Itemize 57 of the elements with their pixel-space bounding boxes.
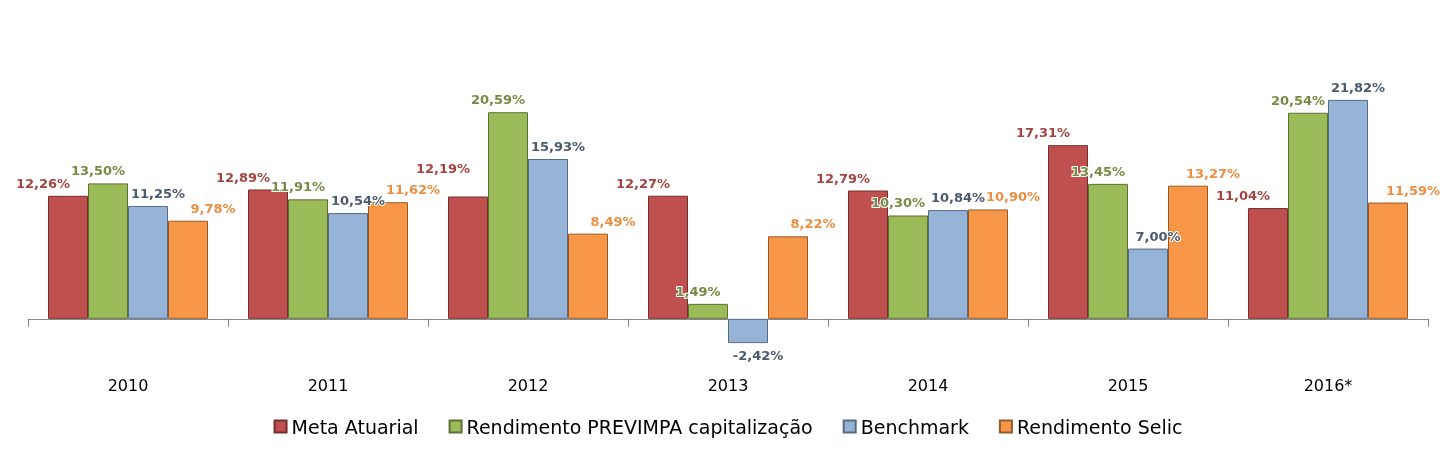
bar <box>768 236 808 319</box>
bar <box>1288 112 1328 319</box>
data-label: 20,59% <box>470 92 526 108</box>
bar <box>928 210 968 319</box>
data-label: 12,19% <box>415 160 471 176</box>
bar <box>1088 183 1128 319</box>
legend-label: Rendimento PREVIMPA capitalização <box>466 415 813 438</box>
bar <box>568 233 608 319</box>
data-label: 10,54% <box>330 193 386 209</box>
legend-label: Rendimento Selic <box>1016 415 1183 438</box>
bar <box>288 199 328 319</box>
bar <box>528 159 568 319</box>
x-tick-label: 2016* <box>1303 375 1353 395</box>
x-tick-label: 2010 <box>107 375 149 395</box>
data-label: 12,27% <box>615 175 671 191</box>
data-label: 13,50% <box>70 163 126 179</box>
data-label: 9,78% <box>190 200 236 216</box>
data-label: 11,91% <box>270 179 326 195</box>
bar <box>888 215 928 319</box>
data-label: 12,89% <box>215 169 271 185</box>
bar <box>1128 248 1168 319</box>
data-label: 20,54% <box>1270 92 1326 108</box>
data-label: 11,25% <box>130 185 186 201</box>
data-label: 13,27% <box>1185 165 1241 181</box>
x-tick-label: 2013 <box>707 375 749 395</box>
x-tick-label: 2011 <box>307 375 349 395</box>
data-label: 17,31% <box>1015 125 1071 141</box>
data-label: 10,90% <box>985 189 1041 205</box>
legend-label: Benchmark <box>860 415 969 438</box>
bar <box>968 209 1008 319</box>
data-label: 12,26% <box>15 175 71 191</box>
bar <box>48 195 88 319</box>
bar <box>88 183 128 319</box>
bar <box>488 112 528 319</box>
bar <box>728 318 768 344</box>
data-label: 8,22% <box>790 216 836 232</box>
data-label: 11,62% <box>385 182 441 198</box>
data-label: 12,79% <box>815 170 871 186</box>
x-tick-label: 2015 <box>1107 375 1149 395</box>
bar <box>168 220 208 319</box>
data-label: 8,49% <box>590 213 636 229</box>
bar <box>328 213 368 319</box>
data-label: 21,82% <box>1330 79 1386 95</box>
legend-label: Meta Atuarial <box>291 415 419 438</box>
data-label: 11,04% <box>1215 188 1271 204</box>
x-tick-label: 2014 <box>907 375 949 395</box>
bar <box>688 303 728 319</box>
bar <box>1368 202 1408 319</box>
data-label: 11,59% <box>1385 182 1441 198</box>
bar <box>1248 208 1288 319</box>
bar <box>448 196 488 319</box>
bar <box>128 205 168 319</box>
bar <box>1328 99 1368 319</box>
x-tick-label: 2012 <box>507 375 549 395</box>
data-label: 10,84% <box>930 190 986 206</box>
data-label: 15,93% <box>530 139 586 154</box>
data-label: -2,42% <box>732 348 784 364</box>
